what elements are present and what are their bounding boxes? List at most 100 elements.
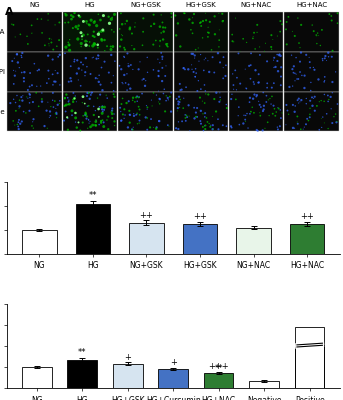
Point <box>181 95 187 102</box>
Point <box>154 92 159 98</box>
Point <box>330 79 335 85</box>
Point <box>275 126 281 133</box>
Point <box>278 82 284 88</box>
Point <box>168 89 174 96</box>
Bar <box>284 52 339 92</box>
Bar <box>229 52 283 92</box>
Point <box>81 112 86 119</box>
Point <box>156 73 162 80</box>
Point <box>52 67 58 74</box>
Bar <box>118 92 173 131</box>
Point <box>283 122 289 128</box>
Point <box>303 121 309 128</box>
Point <box>176 101 181 107</box>
Point <box>283 26 289 32</box>
Point <box>196 45 201 51</box>
Point <box>330 90 335 96</box>
Point <box>193 46 198 53</box>
Point <box>50 46 56 53</box>
Point <box>126 98 131 104</box>
Point <box>263 99 269 105</box>
Bar <box>284 92 339 131</box>
Point <box>98 120 104 126</box>
Point <box>290 66 295 72</box>
Point <box>197 20 203 26</box>
Point <box>119 80 125 86</box>
Point <box>96 29 102 36</box>
Point <box>265 119 270 126</box>
Point <box>48 104 54 110</box>
Point <box>257 110 262 116</box>
Point <box>12 34 18 40</box>
Point <box>320 114 326 120</box>
Point <box>106 126 111 132</box>
Point <box>306 54 312 60</box>
Point <box>215 50 221 56</box>
Point <box>205 34 211 40</box>
Point <box>189 62 194 68</box>
Point <box>192 55 197 61</box>
Point <box>144 54 150 60</box>
Point <box>151 21 157 27</box>
Point <box>295 113 300 120</box>
Point <box>331 114 336 120</box>
Bar <box>63 52 117 92</box>
Point <box>55 102 60 108</box>
Point <box>130 124 136 130</box>
Point <box>298 22 304 28</box>
Point <box>133 94 139 100</box>
Point <box>198 51 203 58</box>
Point <box>109 27 115 33</box>
Point <box>193 114 199 120</box>
Point <box>83 110 88 116</box>
Point <box>127 120 132 126</box>
Point <box>206 30 211 36</box>
Point <box>198 19 204 26</box>
Point <box>127 24 133 31</box>
Point <box>157 96 162 102</box>
Point <box>85 31 91 38</box>
Point <box>70 96 76 103</box>
Point <box>87 22 92 28</box>
Point <box>17 120 23 127</box>
Point <box>80 62 86 68</box>
Point <box>191 11 197 17</box>
Point <box>82 100 87 107</box>
Point <box>178 87 183 93</box>
Bar <box>249 381 279 388</box>
Point <box>87 96 93 102</box>
Point <box>111 111 117 117</box>
Text: Merge: Merge <box>0 109 5 115</box>
Point <box>66 97 72 103</box>
Point <box>324 57 329 64</box>
Point <box>202 110 208 116</box>
Point <box>156 99 161 105</box>
Point <box>8 100 13 106</box>
Point <box>270 110 275 117</box>
Point <box>275 104 281 111</box>
Text: ++: ++ <box>193 212 207 221</box>
Point <box>74 57 80 64</box>
Point <box>231 39 236 45</box>
Point <box>86 120 92 126</box>
Point <box>317 98 322 105</box>
Point <box>117 104 123 111</box>
Point <box>189 51 194 57</box>
Point <box>104 92 109 98</box>
Point <box>230 71 235 77</box>
Point <box>86 116 91 122</box>
Point <box>78 127 83 134</box>
Bar <box>7 12 62 52</box>
Point <box>210 126 215 132</box>
Point <box>307 59 312 65</box>
Point <box>163 98 169 104</box>
Point <box>121 53 127 60</box>
Point <box>203 122 208 129</box>
Point <box>177 99 182 105</box>
Bar <box>182 224 217 254</box>
Point <box>27 91 32 97</box>
Point <box>73 115 78 121</box>
Point <box>221 17 226 24</box>
Point <box>233 67 238 74</box>
Point <box>298 126 304 132</box>
